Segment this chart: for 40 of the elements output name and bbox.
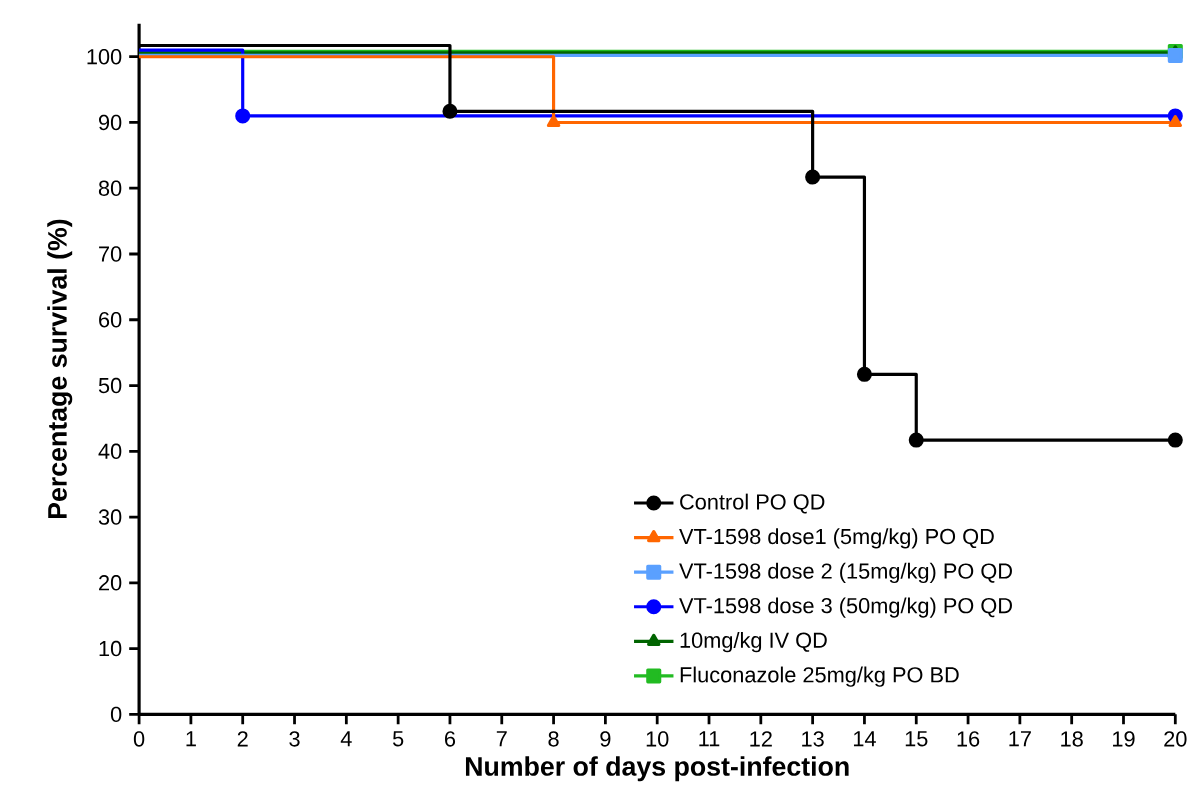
y-tick-label: 30 (98, 509, 122, 525)
legend-label: Fluconazole 25mg/kg PO BD (680, 666, 959, 687)
x-tick-label: 5 (392, 731, 404, 747)
x-tick-label: 15 (905, 731, 928, 747)
x-tick-label: 16 (957, 731, 980, 747)
x-tick-label: 17 (1009, 731, 1031, 747)
y-tick-label: 0 (110, 706, 122, 723)
x-tick-label: 1 (186, 731, 196, 747)
y-tick-label: 40 (98, 443, 122, 460)
legend-label: 10mg/kg IV QD (680, 632, 827, 653)
y-tick-label: 100 (87, 49, 122, 65)
x-tick-label: 6 (445, 731, 456, 747)
x-tick-label: 2 (237, 731, 248, 747)
x-tick-label: 9 (600, 731, 611, 747)
legend-label: VT-1598 dose 2 (15mg/kg) PO QD (679, 562, 1012, 584)
y-tick-label: 20 (99, 575, 122, 591)
legend-label: VT-1598 dose1 (5mg/kg) PO QD (679, 528, 994, 549)
x-tick-label: 13 (802, 731, 824, 747)
x-axis-title: Number of days post-infection (465, 756, 849, 782)
x-tick-label: 8 (548, 731, 559, 747)
x-tick-label: 11 (699, 731, 720, 747)
y-tick-label: 70 (99, 246, 122, 262)
y-tick-label: 10 (99, 641, 122, 657)
y-tick-label: 60 (99, 312, 122, 328)
x-tick-label: 14 (853, 731, 876, 747)
x-tick-label: 7 (496, 731, 507, 747)
x-tick-label: 4 (340, 731, 352, 747)
x-tick-label: 20 (1164, 731, 1187, 747)
y-tick-label: 90 (99, 114, 122, 131)
x-tick-label: 0 (133, 731, 145, 747)
y-tick-label: 80 (98, 180, 122, 197)
x-tick-label: 19 (1113, 731, 1135, 747)
legend-label: VT-1598 dose 3 (50mg/kg) PO QD (679, 597, 1012, 618)
x-tick-label: 18 (1061, 731, 1083, 747)
y-axis-title: Percentage survival (%) (47, 219, 73, 519)
x-tick-label: 12 (750, 731, 772, 747)
x-tick-label: 3 (289, 731, 300, 747)
legend-label: Control PO QD (680, 493, 825, 514)
y-tick-label: 50 (98, 377, 122, 394)
x-tick-label: 10 (646, 731, 669, 747)
